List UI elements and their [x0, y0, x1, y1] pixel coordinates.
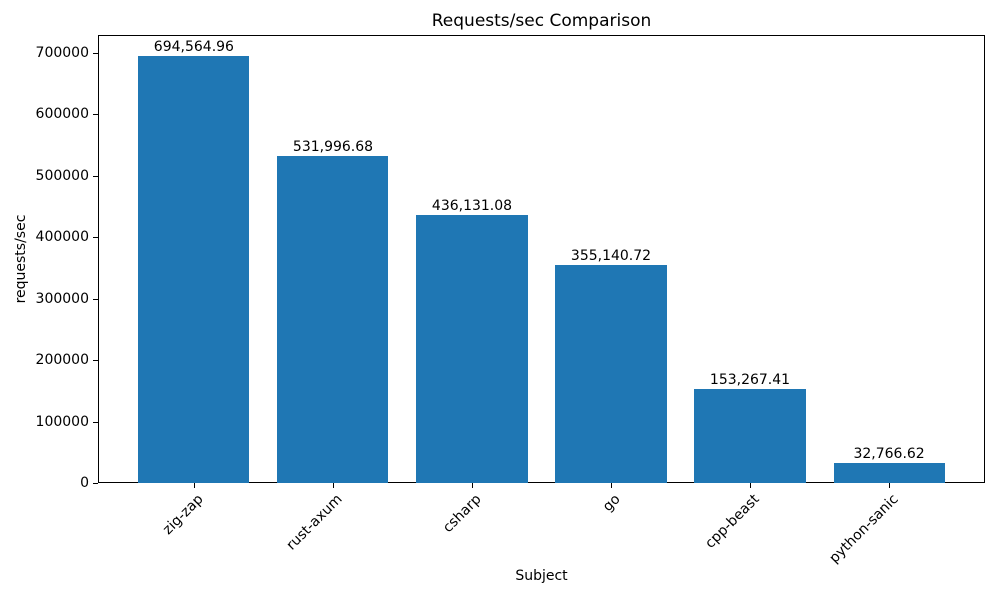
bar-value-label: 32,766.62 — [853, 445, 925, 462]
y-axis-tick-label: 200000 — [35, 352, 89, 368]
bar — [833, 462, 945, 483]
x-axis-tick-label: go — [599, 491, 624, 515]
y-axis-tick-label: 300000 — [35, 291, 89, 307]
chart-title: Requests/sec Comparison — [431, 11, 652, 31]
x-axis-tick-mark — [194, 483, 195, 488]
x-axis-tick-mark — [750, 483, 751, 488]
bar-value-label: 355,140.72 — [570, 247, 652, 264]
bar — [277, 156, 389, 483]
x-axis-tick-mark — [333, 483, 334, 488]
y-axis-label: requests/sec — [13, 214, 29, 304]
y-axis-tick-label: 700000 — [35, 45, 89, 61]
bar-value-label: 694,564.96 — [153, 39, 234, 56]
bar — [555, 264, 667, 483]
x-axis-tick-label: python-sanic — [826, 491, 902, 567]
x-axis-tick-label: cpp-beast — [702, 491, 763, 552]
bar-value-label: 153,267.41 — [709, 371, 791, 388]
bar-value-label: 531,996.68 — [292, 139, 374, 156]
y-axis-tick-mark — [93, 53, 98, 54]
x-axis-tick-mark — [472, 483, 473, 488]
x-axis-tick-label: rust-axum — [283, 491, 346, 554]
bar — [694, 388, 806, 483]
y-axis-tick-mark — [93, 114, 98, 115]
x-axis-tick-label: csharp — [439, 491, 485, 536]
bar — [138, 56, 250, 483]
bar — [416, 215, 528, 483]
y-axis-tick-label: 600000 — [35, 106, 89, 122]
x-axis-tick-mark — [889, 483, 890, 488]
y-axis-tick-mark — [93, 176, 98, 177]
y-axis-tick-mark — [93, 237, 98, 238]
y-axis-tick-label: 0 — [80, 475, 89, 491]
y-axis-tick-label: 100000 — [35, 414, 89, 430]
y-axis-tick-mark — [93, 422, 98, 423]
bar-value-label: 436,131.08 — [431, 198, 513, 215]
y-axis-tick-mark — [93, 299, 98, 300]
y-axis-tick-label: 500000 — [35, 168, 89, 184]
y-axis-tick-mark — [93, 483, 98, 484]
x-axis-tick-label: zig-zap — [159, 491, 207, 538]
y-axis-tick-label: 400000 — [35, 229, 89, 245]
x-axis-tick-mark — [611, 483, 612, 488]
y-axis-tick-mark — [93, 360, 98, 361]
x-axis-label: Subject — [515, 568, 568, 584]
